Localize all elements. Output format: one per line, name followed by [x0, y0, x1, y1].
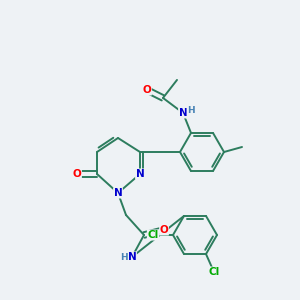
Text: N: N — [178, 108, 188, 118]
Text: Cl: Cl — [208, 267, 220, 277]
Text: O: O — [73, 169, 81, 179]
Text: N: N — [136, 169, 144, 179]
Text: H: H — [120, 253, 128, 262]
Text: H: H — [187, 106, 195, 116]
Text: O: O — [142, 85, 152, 95]
Text: Cl: Cl — [147, 230, 159, 240]
Text: O: O — [160, 225, 168, 235]
Text: N: N — [114, 188, 122, 198]
Text: N: N — [128, 252, 136, 262]
